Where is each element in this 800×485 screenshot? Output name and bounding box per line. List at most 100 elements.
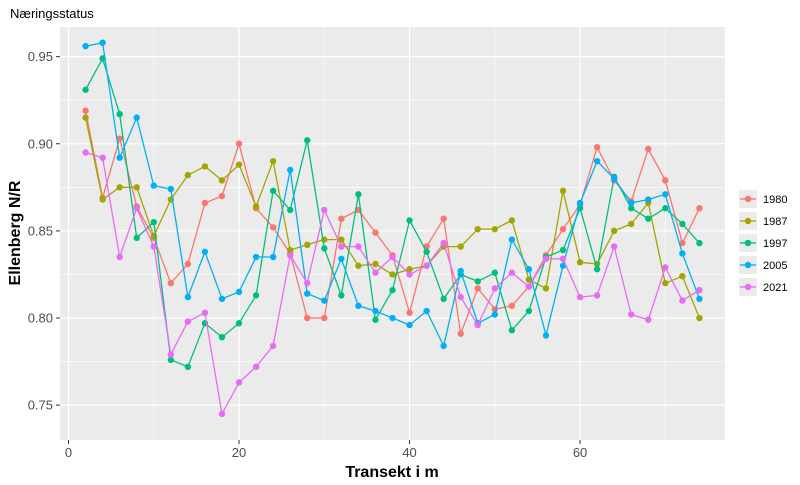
series-group [82, 39, 703, 418]
data-point-2005 [82, 42, 89, 50]
data-point-2021 [321, 206, 328, 214]
data-point-2005 [559, 262, 567, 269]
legend-label-1987: 1987 [763, 216, 787, 228]
data-point-1987 [559, 187, 567, 195]
y-axis-ticks: 0.75 0.80 0.85 0.90 0.95 [28, 49, 60, 413]
x-tick-label: 0 [65, 445, 72, 460]
data-point-2021 [116, 253, 123, 261]
data-point-2021 [150, 243, 157, 250]
data-point-1997 [355, 191, 362, 198]
data-point-1980 [662, 177, 669, 184]
data-point-1987 [133, 184, 140, 191]
data-point-2021 [696, 286, 703, 294]
data-point-2005 [286, 166, 294, 174]
legend-key-point [744, 261, 752, 269]
legend-key-1987 [739, 212, 757, 230]
data-point-1980 [559, 225, 567, 233]
data-point-2021 [389, 253, 396, 261]
legend-key-1997 [739, 234, 757, 252]
data-point-2005 [423, 307, 430, 315]
data-point-1997 [645, 215, 652, 222]
data-point-2005 [696, 295, 703, 303]
data-point-1997 [423, 248, 430, 255]
data-point-1980 [304, 314, 311, 322]
data-point-2005 [508, 236, 516, 243]
y-tick-label: 0.85 [28, 223, 53, 238]
x-tick-label: 40 [402, 445, 416, 460]
data-point-1987 [610, 227, 618, 235]
data-point-2005 [662, 191, 669, 198]
data-point-2021 [508, 269, 516, 276]
data-point-1980 [218, 192, 226, 200]
data-point-2021 [610, 243, 618, 250]
data-point-1987 [99, 196, 106, 203]
legend-key-2005 [739, 256, 757, 274]
data-point-2005 [406, 321, 413, 329]
data-point-2005 [576, 199, 584, 207]
data-point-1980 [508, 302, 516, 310]
data-point-1980 [593, 144, 601, 151]
data-point-2005 [645, 196, 652, 203]
data-point-1997 [508, 327, 516, 334]
data-point-1980 [116, 135, 123, 142]
data-point-1987 [508, 217, 516, 224]
data-point-1980 [474, 285, 481, 292]
data-point-1987 [525, 276, 533, 283]
data-point-1987 [406, 266, 413, 273]
data-point-1997 [252, 292, 260, 299]
data-point-1980 [82, 107, 89, 114]
data-point-2021 [628, 311, 635, 318]
data-point-1980 [235, 140, 243, 147]
data-point-2021 [559, 255, 567, 262]
legend-key-1980 [739, 190, 757, 208]
data-point-1997 [167, 356, 175, 364]
series-1987 [82, 114, 703, 322]
data-point-2005 [610, 175, 618, 182]
series-1997 [82, 55, 703, 371]
data-point-2005 [679, 250, 686, 257]
data-point-1987 [355, 262, 362, 269]
data-point-1997 [235, 320, 243, 327]
data-point-1997 [662, 205, 669, 212]
data-point-2021 [269, 342, 277, 350]
data-point-2005 [269, 253, 277, 261]
data-point-1980 [696, 205, 703, 212]
data-point-1997 [696, 239, 703, 247]
x-tick-label: 60 [573, 445, 587, 460]
data-point-2021 [201, 309, 209, 316]
legend-label-2005: 2005 [763, 260, 787, 272]
legend-label-2021: 2021 [763, 282, 787, 294]
y-tick-label: 0.75 [28, 398, 53, 413]
data-point-1997 [474, 278, 481, 285]
data-point-1997 [321, 245, 328, 252]
data-point-1980 [457, 330, 464, 337]
data-point-2021 [167, 351, 175, 358]
legend: 1980 1987 1997 2005 2021 [737, 188, 795, 298]
legend-key-point [744, 195, 752, 203]
data-point-2005 [491, 311, 499, 318]
legend-label-1980: 1980 [763, 194, 787, 206]
data-point-2005 [389, 314, 396, 322]
data-point-1987 [252, 203, 260, 210]
data-point-1987 [628, 220, 635, 228]
x-axis-label: Transekt i m [345, 464, 438, 481]
data-point-1980 [201, 199, 209, 207]
data-point-2021 [406, 271, 413, 278]
data-point-2021 [338, 243, 345, 250]
data-point-2021 [593, 292, 601, 299]
data-point-1987 [662, 279, 669, 287]
data-point-1987 [389, 271, 396, 278]
data-point-1997 [338, 292, 345, 299]
series-2021 [82, 149, 703, 418]
data-point-2021 [355, 243, 362, 250]
data-point-2021 [440, 239, 447, 247]
data-point-1987 [269, 157, 277, 165]
data-point-1997 [116, 110, 123, 118]
x-axis-ticks: 0 20 40 60 [65, 440, 587, 460]
data-point-2005 [304, 290, 311, 297]
data-point-2005 [457, 267, 464, 275]
data-point-2021 [474, 321, 481, 329]
chart-title: Næringsstatus [10, 6, 94, 21]
data-point-1987 [304, 241, 311, 249]
